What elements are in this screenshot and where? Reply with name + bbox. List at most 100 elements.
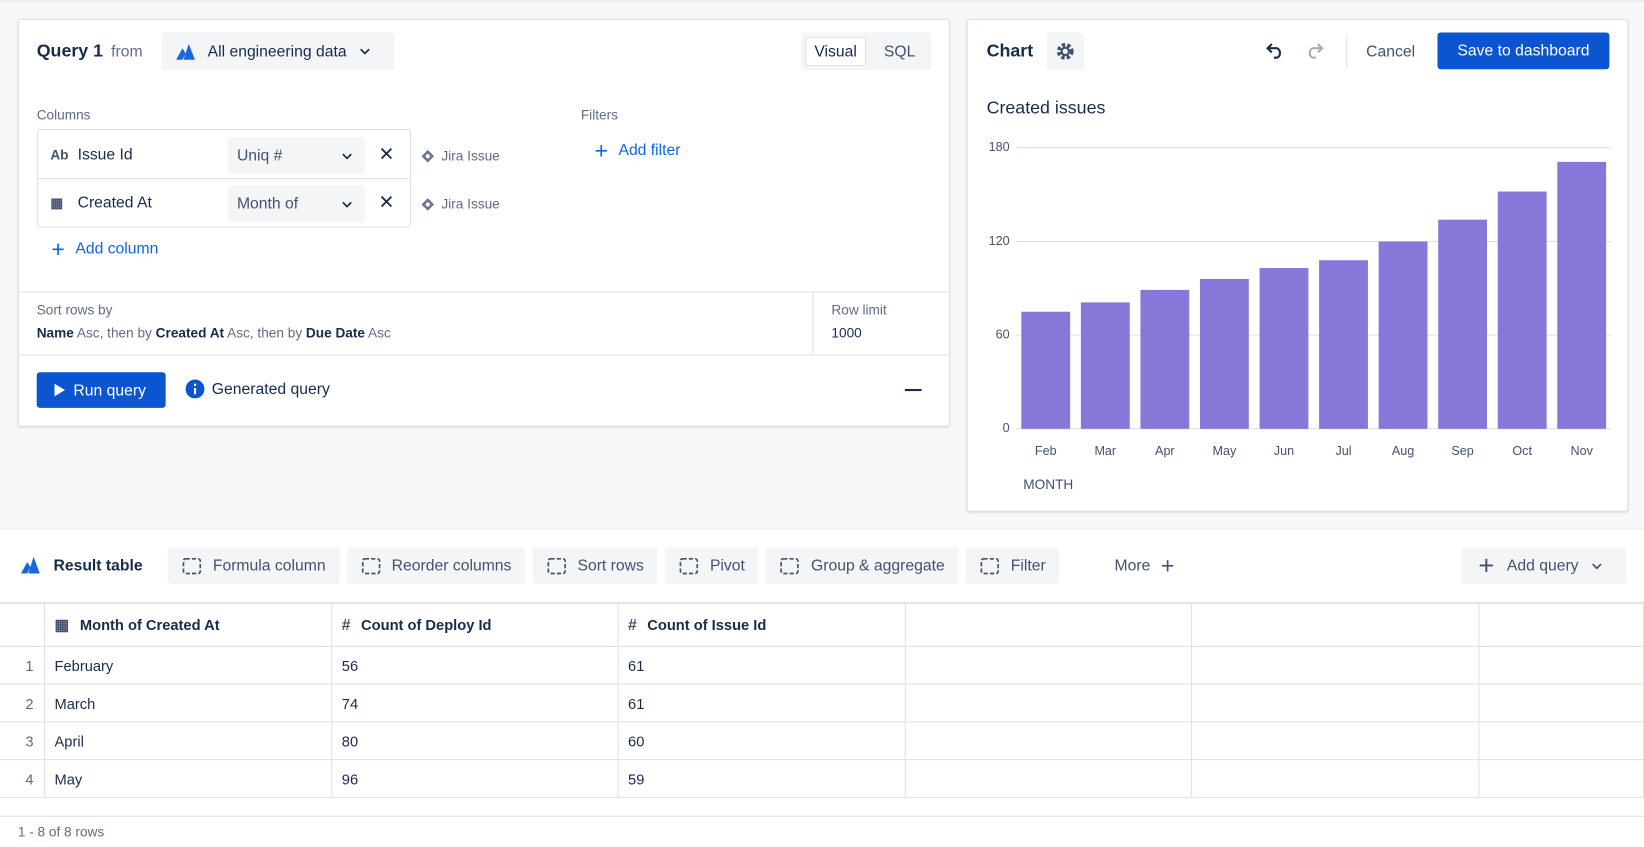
- mode-visual[interactable]: Visual: [805, 36, 867, 67]
- toolbar-action[interactable]: Formula column: [167, 547, 340, 584]
- x-tick-label: Mar: [1094, 444, 1116, 458]
- settings-button[interactable]: [1046, 32, 1085, 71]
- header-cell: [1479, 602, 1644, 647]
- table-cell: [1479, 684, 1644, 723]
- sort-text: Asc: [365, 325, 391, 341]
- plus-icon: +: [1478, 549, 1495, 581]
- column-icon: ▦: [50, 195, 64, 211]
- row-divider: [37, 178, 410, 180]
- from-label: from: [111, 42, 143, 61]
- header-cell: ▦ Month of Created At: [45, 602, 333, 647]
- source-select[interactable]: All engineering data: [161, 32, 395, 71]
- column-source: Jira Issue: [421, 147, 500, 164]
- column-source: Jira Issue: [421, 196, 500, 212]
- table-cell: [905, 646, 1193, 685]
- header-icon: #: [628, 615, 637, 634]
- x-tick-label: May: [1213, 444, 1237, 458]
- atlassian-icon: [176, 44, 196, 60]
- row-number: 4: [0, 760, 46, 798]
- toolbar-action-text: Reorder columns: [391, 556, 512, 575]
- table-cell: [1192, 684, 1480, 723]
- action-icon: [547, 557, 566, 574]
- add-column[interactable]: + Add column: [51, 235, 158, 263]
- toolbar-action-text: Group & aggregate: [810, 556, 945, 575]
- toolbar-action-text: Sort rows: [577, 556, 644, 575]
- save-button[interactable]: Save to dashboard: [1437, 32, 1610, 70]
- x-tick-label: Jun: [1274, 444, 1294, 458]
- bar: [1021, 311, 1071, 429]
- toolbar-action[interactable]: Sort rows: [532, 547, 658, 584]
- bar: [1259, 268, 1309, 429]
- query-panel: Query 1 from All engineering data Visual…: [17, 18, 950, 427]
- more-text: More: [1114, 556, 1151, 575]
- table-cell: March: [45, 684, 333, 723]
- action-icon: [361, 557, 380, 574]
- add-query-text: Add query: [1506, 556, 1579, 575]
- atlassian-icon: [20, 556, 40, 574]
- table-cell: [1192, 646, 1480, 685]
- header-cell: [1192, 602, 1480, 647]
- generated-query[interactable]: Generated query: [185, 379, 330, 399]
- toolbar-action[interactable]: Pivot: [664, 547, 759, 584]
- header-cell: # Count of Deploy Id: [332, 602, 619, 647]
- toolbar-action[interactable]: Reorder columns: [346, 547, 526, 584]
- header-text: Month of Created At: [79, 616, 220, 634]
- aggregation-select[interactable]: Month of: [227, 185, 365, 223]
- source-name: All engineering data: [207, 42, 347, 61]
- sort-field: Name: [36, 325, 74, 341]
- x-tick-label: Feb: [1035, 444, 1057, 458]
- run-query-button[interactable]: Run query: [36, 372, 166, 408]
- column-icon: Ab: [50, 146, 69, 163]
- filters-label: Filters: [580, 106, 618, 123]
- x-tick-label: Oct: [1512, 444, 1532, 458]
- y-tick-label: 180: [989, 140, 1010, 154]
- mode-sql[interactable]: SQL: [883, 42, 916, 61]
- divider: [18, 291, 949, 293]
- table-footer: 1 - 8 of 8 rows: [0, 815, 1644, 847]
- row-count: 1 - 8 of 8 rows: [17, 824, 105, 840]
- chevron: [342, 153, 352, 159]
- bar: [1199, 278, 1249, 429]
- bar: [1378, 241, 1428, 429]
- x-tick-label: Apr: [1155, 444, 1175, 458]
- x-axis-label: MONTH: [1023, 477, 1073, 492]
- table-cell: 96: [332, 760, 619, 798]
- row-limit: 1000: [831, 325, 862, 341]
- toolbar-action-text: Formula column: [212, 556, 326, 575]
- remove-column[interactable]: ✕: [378, 143, 395, 165]
- sort-description: Name Asc, then by Created At Asc, then b…: [37, 325, 391, 341]
- more-button[interactable]: More +: [1114, 554, 1175, 577]
- aggregation-text: Uniq #: [236, 146, 283, 165]
- toolbar-action[interactable]: Filter: [965, 547, 1060, 584]
- table-cell: 60: [618, 722, 906, 761]
- x-tick-label: Nov: [1571, 444, 1594, 458]
- table-cell: April: [45, 722, 333, 761]
- action-icon: [182, 557, 202, 574]
- table-cell: [1479, 646, 1644, 685]
- header-text: Count of Issue Id: [647, 616, 767, 634]
- table-cell: [905, 722, 1193, 761]
- table-cell: [905, 684, 1193, 723]
- plus-icon: +: [51, 235, 65, 263]
- header-cell: [0, 602, 46, 647]
- sort-field: Due Date: [305, 325, 366, 341]
- header-icon: ▦: [54, 616, 70, 635]
- cancel-button[interactable]: Cancel: [1366, 42, 1416, 61]
- undo-button[interactable]: [1263, 43, 1286, 60]
- chevron: [359, 48, 370, 55]
- remove-column[interactable]: ✕: [378, 191, 395, 213]
- x-tick-label: Aug: [1392, 444, 1414, 458]
- row-number: 1: [0, 646, 46, 685]
- table-cell: 56: [332, 646, 619, 685]
- column-source-text: Jira Issue: [441, 147, 500, 164]
- add-query-button[interactable]: + Add query: [1461, 547, 1627, 584]
- action-icon: [679, 557, 699, 574]
- collapse-button[interactable]: [904, 388, 922, 392]
- redo-button[interactable]: [1303, 43, 1326, 60]
- add-filter-text: Add filter: [618, 141, 681, 160]
- toolbar-action[interactable]: Group & aggregate: [765, 547, 959, 584]
- add-filter[interactable]: + Add filter: [594, 139, 681, 162]
- aggregation-select[interactable]: Uniq #: [227, 137, 365, 175]
